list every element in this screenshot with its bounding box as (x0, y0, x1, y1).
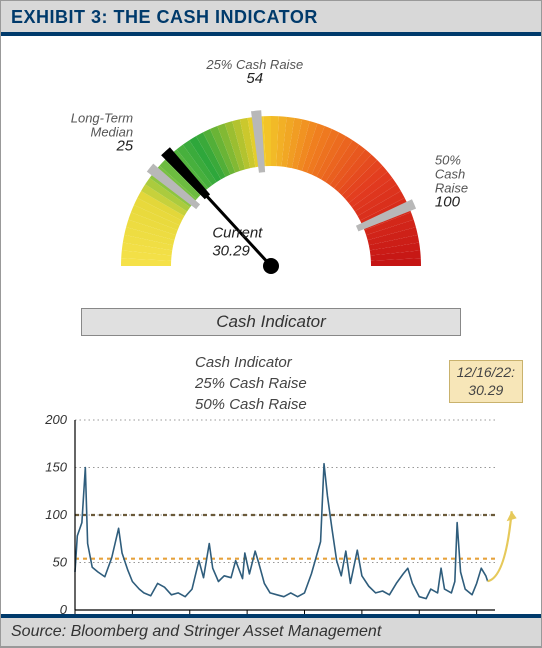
gauge-container: Long-TermMedian2525% Cash Raise5450%Cash… (21, 48, 521, 336)
source-footer: Source: Bloomberg and Stringer Asset Man… (1, 614, 541, 647)
svg-text:100: 100 (45, 507, 67, 522)
svg-text:150: 150 (45, 460, 67, 475)
svg-text:54: 54 (246, 70, 263, 87)
exhibit-title: EXHIBIT 3: THE CASH INDICATOR (11, 7, 531, 28)
title-bar: EXHIBIT 3: THE CASH INDICATOR (1, 1, 541, 36)
svg-text:50: 50 (53, 555, 68, 570)
legend: Cash Indicator 25% Cash Raise 50% Cash R… (137, 350, 377, 417)
svg-text:30.29: 30.29 (212, 242, 250, 259)
exhibit-panel: EXHIBIT 3: THE CASH INDICATOR Long-TermM… (0, 0, 542, 648)
svg-text:Current: Current (212, 224, 263, 241)
legend-item-ref25: 25% Cash Raise (143, 373, 371, 394)
svg-text:100: 100 (435, 193, 461, 210)
svg-text:Long-Term: Long-Term (71, 111, 134, 126)
timeseries-container: 050100150200'87'92'97'02'07'12'17'22 Cas… (21, 350, 521, 640)
content-area: Long-TermMedian2525% Cash Raise5450%Cash… (1, 36, 541, 640)
gauge-caption: Cash Indicator (81, 308, 461, 336)
callout-date: 12/16/22: (457, 364, 515, 382)
svg-text:200: 200 (44, 412, 67, 427)
svg-text:25: 25 (115, 138, 133, 155)
callout-box: 12/16/22: 30.29 (449, 360, 523, 403)
legend-item-ref50: 50% Cash Raise (143, 394, 371, 415)
legend-label: Cash Indicator (195, 352, 292, 373)
legend-label: 50% Cash Raise (195, 394, 307, 415)
legend-item-series: Cash Indicator (143, 352, 371, 373)
svg-text:50%: 50% (435, 152, 461, 167)
gauge-chart: Long-TermMedian2525% Cash Raise5450%Cash… (21, 48, 521, 308)
callout-value: 30.29 (457, 382, 515, 400)
svg-text:Cash: Cash (435, 166, 465, 181)
legend-label: 25% Cash Raise (195, 373, 307, 394)
